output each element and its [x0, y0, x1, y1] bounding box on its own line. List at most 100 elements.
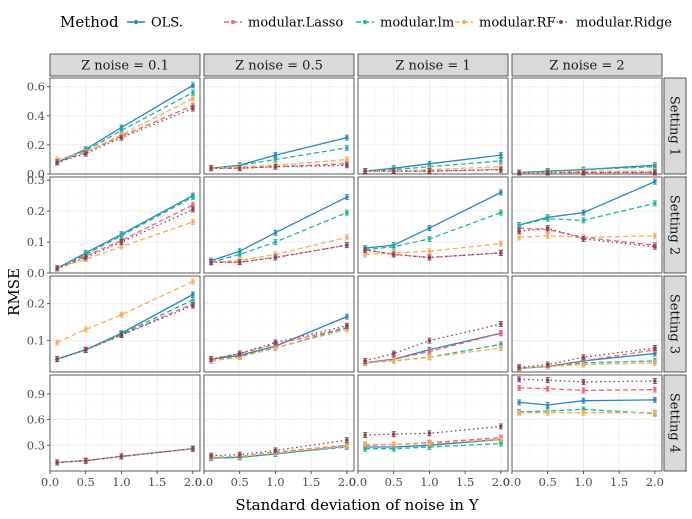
legend-item-modular-lm: modular.lm	[356, 16, 454, 31]
data-point	[237, 351, 242, 356]
legend-item-modular-lasso: modular.Lasso	[224, 16, 343, 31]
data-point	[345, 163, 349, 168]
panel-setting-1-z-noise-1	[357, 77, 509, 175]
data-point	[499, 190, 503, 195]
data-point	[653, 179, 657, 184]
x-tick-label: 2.0	[338, 475, 356, 489]
panel-border	[49, 374, 201, 472]
data-point	[191, 303, 195, 308]
data-point	[273, 157, 278, 162]
series-modular-ridge	[363, 246, 503, 261]
x-tick-label: 0.0	[195, 475, 213, 489]
series-line	[56, 84, 194, 163]
panel-background	[358, 375, 508, 471]
series-modular-ridge	[55, 206, 195, 272]
data-point	[653, 244, 657, 249]
data-point	[363, 169, 367, 173]
data-point	[345, 444, 349, 448]
series-modular-ridge	[55, 105, 195, 166]
data-point	[427, 349, 432, 354]
data-point	[119, 312, 124, 317]
series-ols	[517, 396, 657, 408]
data-point	[191, 298, 195, 302]
x-tick-label: 2.0	[492, 475, 510, 489]
panel-setting-2-z-noise-1	[357, 176, 509, 274]
series-line	[365, 332, 502, 364]
series-line	[519, 235, 655, 239]
data-point	[427, 338, 432, 343]
y-tick-label: 0.4	[27, 109, 45, 123]
data-point	[119, 333, 124, 337]
data-point	[345, 146, 349, 150]
row-strip-label: Setting 1	[667, 96, 682, 156]
series-line	[519, 399, 655, 406]
legend-key-point	[134, 20, 138, 24]
panel-border	[511, 176, 663, 274]
panel-border	[203, 77, 355, 175]
column-strip-label: Z noise = 1	[395, 59, 470, 74]
data-point	[653, 234, 657, 238]
data-point	[237, 452, 242, 457]
data-point	[273, 346, 278, 350]
data-point	[581, 380, 586, 384]
panel-setting-3-z-noise-2	[511, 275, 663, 373]
data-point	[55, 340, 59, 345]
y-tick-label: 0.6	[27, 80, 45, 94]
data-point	[517, 229, 521, 233]
data-point	[517, 170, 521, 175]
data-point	[499, 251, 503, 255]
data-point	[581, 210, 586, 215]
x-tick-label: 1.0	[112, 475, 130, 489]
y-tick-label: 0.0	[27, 266, 45, 280]
series-line	[56, 97, 194, 161]
panel-background	[358, 177, 508, 273]
data-point	[427, 441, 432, 446]
data-point	[55, 460, 59, 465]
column-strip-label: Z noise = 0.1	[81, 59, 169, 74]
panel-setting-3-z-noise-0-5	[203, 275, 355, 373]
data-point	[83, 327, 88, 332]
panel-setting-1-z-noise-2	[511, 77, 663, 176]
data-point	[363, 433, 367, 437]
series-line	[365, 438, 501, 446]
series-line	[518, 181, 656, 226]
data-point	[581, 362, 586, 367]
row-strip-label: Setting 4	[667, 393, 682, 453]
column-strip-4: Z noise = 2	[511, 53, 663, 77]
data-point	[83, 255, 88, 260]
data-point	[345, 210, 349, 215]
series-line	[519, 227, 655, 248]
data-point	[499, 322, 503, 326]
data-point	[517, 223, 521, 227]
data-point	[345, 195, 349, 199]
column-strip-label: Z noise = 0.5	[235, 59, 323, 74]
series-line	[56, 195, 194, 269]
panel-border	[511, 275, 663, 373]
data-point	[391, 252, 396, 257]
series-modular-ridge	[517, 345, 657, 371]
data-point	[209, 260, 213, 264]
data-point	[119, 240, 124, 244]
panel-setting-1-z-noise-0-1	[49, 77, 201, 175]
x-tick-label: 0.0	[503, 475, 521, 489]
series-line	[56, 91, 194, 164]
data-point	[517, 400, 521, 405]
strip-background	[511, 53, 663, 77]
x-axis-title: Standard deviation of noise in Y	[235, 496, 479, 514]
series-line	[211, 164, 347, 169]
data-point	[391, 169, 396, 173]
series-line	[519, 347, 655, 368]
data-point	[517, 377, 521, 382]
series-line	[364, 249, 501, 259]
legend-item-modular-ridge: modular.Ridge	[552, 16, 672, 31]
data-point	[209, 166, 213, 170]
data-point	[345, 314, 349, 319]
data-point	[83, 458, 88, 463]
series-line	[56, 208, 194, 270]
data-point	[499, 441, 503, 446]
data-point	[273, 164, 278, 169]
data-point	[209, 357, 213, 361]
panel-setting-2-z-noise-0-5	[203, 176, 355, 274]
data-point	[545, 217, 550, 221]
data-point	[581, 170, 586, 175]
